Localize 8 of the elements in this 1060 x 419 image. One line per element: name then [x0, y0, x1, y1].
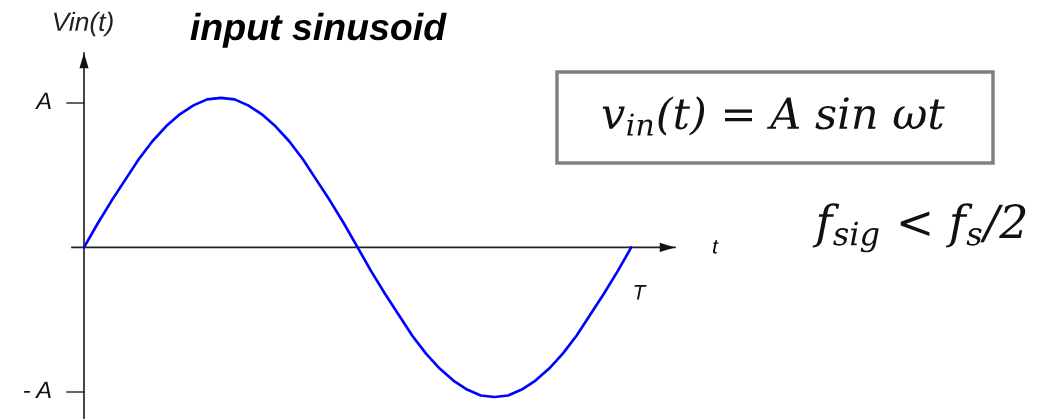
annotation: T — [634, 285, 647, 300]
chart-title: input sinusoid — [190, 12, 447, 48]
y-axis-title: Vin(t) — [53, 11, 113, 37]
text: f$_{sig}$ < f$_{s}$/2 — [812, 203, 1026, 253]
text: - A — [23, 381, 51, 399]
x-axis-title: t — [713, 239, 719, 254]
text: A — [35, 92, 51, 110]
annotation: v$_{in}$(t) = A sin ωt — [602, 96, 945, 136]
